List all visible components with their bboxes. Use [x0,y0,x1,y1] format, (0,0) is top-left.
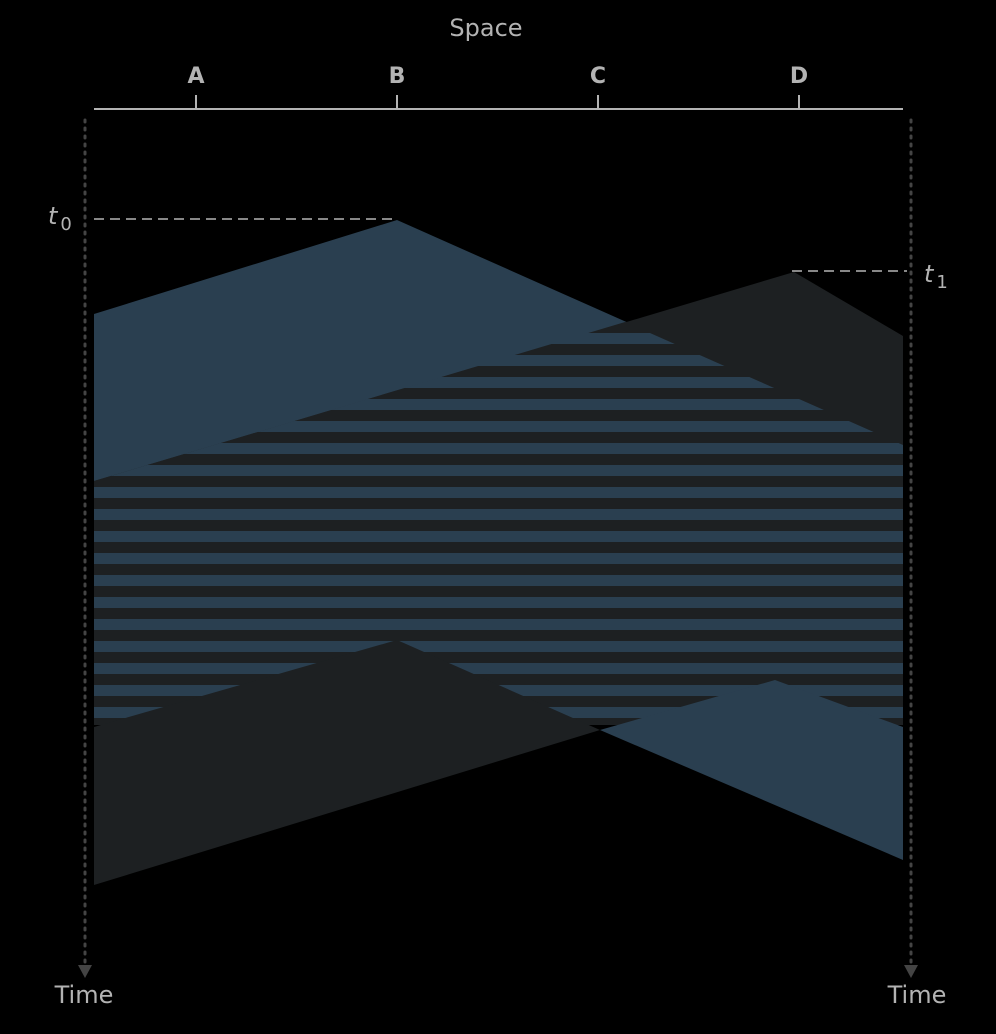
light-cone-lower-b [94,640,600,885]
overlap-region [94,322,903,725]
tick-label-c: C [590,64,606,89]
time-arrow-left-icon [78,965,92,978]
tick-label-d: D [790,64,808,89]
tick-label-a: A [187,64,204,89]
time-label-right: Time [887,981,947,1009]
time-label-left: Time [54,981,114,1009]
axis-title: Space [449,14,522,42]
tick-label-b: B [389,64,406,89]
light-cone-lower-d [600,680,903,860]
time-arrow-right-icon [904,965,918,978]
